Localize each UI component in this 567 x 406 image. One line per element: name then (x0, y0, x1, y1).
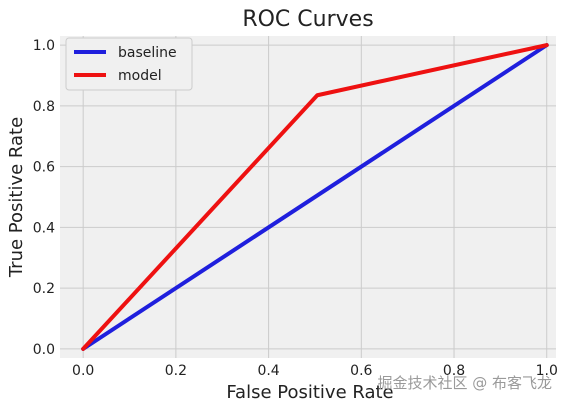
y-axis-ticks: 0.0 0.2 0.4 0.6 0.8 1.0 (33, 38, 55, 358)
x-tick-label: 0.2 (165, 363, 187, 379)
series-lines (81, 43, 549, 351)
x-axis-label: False Positive Rate (226, 382, 393, 403)
legend-label-baseline: baseline (118, 45, 177, 61)
y-tick-label: 1.0 (33, 38, 55, 54)
series-line-baseline (81, 43, 549, 351)
y-tick-label: 0.2 (33, 281, 55, 297)
y-axis-label: True Positive Rate (6, 117, 27, 278)
x-tick-label: 0.8 (443, 363, 465, 379)
legend: baseline model (65, 37, 193, 91)
x-axis-ticks: 0.0 0.2 0.4 0.6 0.8 1.0 (72, 363, 558, 379)
x-tick-label: 0.6 (350, 363, 372, 379)
chart-title: ROC Curves (242, 7, 373, 32)
x-tick-label: 1.0 (536, 363, 558, 379)
y-tick-label: 0.4 (33, 220, 55, 236)
watermark: 掘金技术社区 @ 布客飞龙 (377, 374, 552, 392)
x-tick-label: 0.4 (257, 363, 279, 379)
y-tick-label: 0.8 (33, 99, 55, 115)
y-tick-label: 0.6 (33, 160, 55, 176)
x-tick-label: 0.0 (72, 363, 94, 379)
legend-label-model: model (118, 68, 162, 84)
series-line-model (81, 43, 549, 351)
y-tick-label: 0.0 (33, 342, 55, 358)
